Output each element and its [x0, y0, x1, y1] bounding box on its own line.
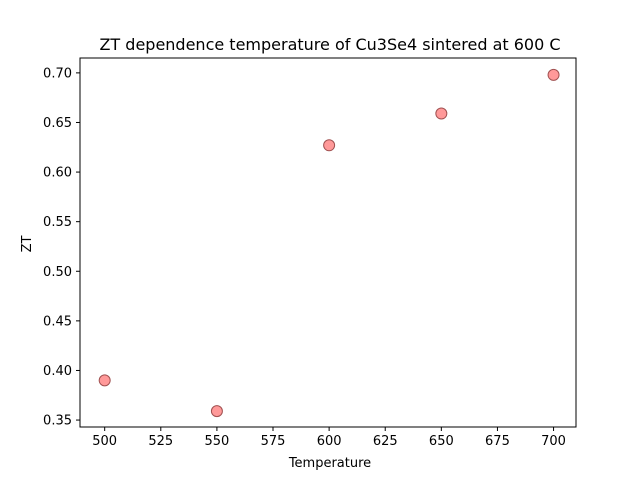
x-tick-label: 575: [261, 434, 286, 449]
data-point: [98, 374, 111, 387]
x-tick-label: 675: [485, 434, 510, 449]
data-point: [435, 107, 448, 120]
x-tick-label: 600: [317, 434, 342, 449]
data-point: [323, 139, 336, 152]
y-tick-label: 0.40: [43, 364, 72, 379]
data-point: [547, 68, 560, 81]
y-tick-label: 0.45: [43, 314, 72, 329]
axes-frame: [79, 57, 577, 428]
y-tick-label: 0.60: [43, 166, 72, 181]
y-tick-label: 0.70: [43, 66, 72, 81]
x-axis-label: Temperature: [288, 456, 371, 471]
y-tick-label: 0.35: [43, 414, 72, 429]
x-tick-label: 650: [429, 434, 454, 449]
x-tick-label: 550: [204, 434, 229, 449]
chart-title: ZT dependence temperature of Cu3Se4 sint…: [99, 35, 560, 54]
y-tick-label: 0.65: [43, 116, 72, 131]
data-point: [210, 405, 223, 418]
y-axis-label: ZT: [20, 236, 35, 253]
x-tick-label: 500: [92, 434, 117, 449]
x-tick-label: 700: [541, 434, 566, 449]
x-tick-label: 525: [148, 434, 173, 449]
y-tick-label: 0.55: [43, 215, 72, 230]
y-tick-label: 0.50: [43, 265, 72, 280]
x-tick-label: 625: [373, 434, 398, 449]
plot-area: 500 525 550 575 600 625 650 675 700 0.35 0.40 0.45 0…: [43, 57, 577, 449]
